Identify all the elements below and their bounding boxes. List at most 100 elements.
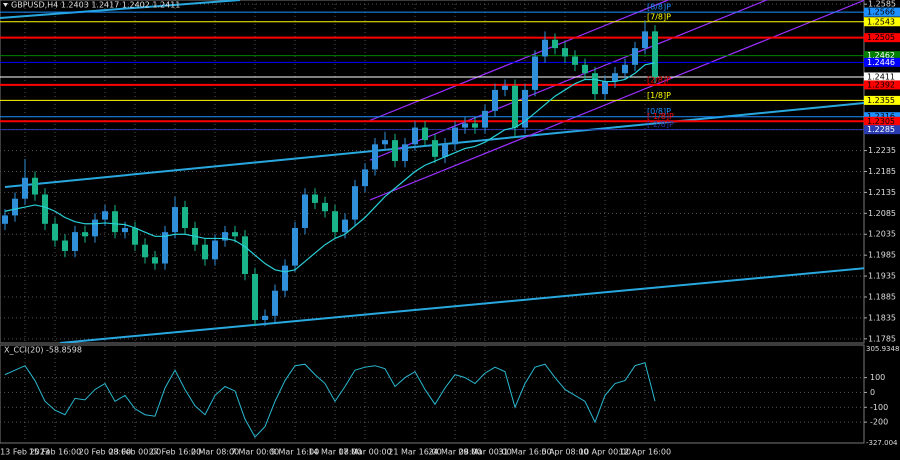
level-box [864,80,900,90]
indicator-title: X_CCI(20) -58.8598 [4,346,82,355]
candle-body [402,144,408,162]
level-box [864,72,900,82]
symbol-icon [3,3,8,7]
level-price: 1.2462 [867,51,895,60]
moving-average [4,62,656,273]
candle-body [532,56,538,90]
candle-body [372,144,378,170]
x-tick-label: 7 Mar 00:00 [231,448,279,457]
y-tick-label: 1.1885 [868,292,896,301]
candle-body [302,194,308,228]
y-tick-label: 1.1985 [868,251,896,260]
candle-body [162,232,168,264]
candle-body [632,48,638,65]
candle-body [622,64,628,74]
y-limit-label: -327.004 [866,439,898,447]
level-label: [2/8]P [647,75,671,84]
chart-title: GBPUSD,H4 1.2403 1.2417 1.2402 1.2411 [11,1,180,10]
y-tick-label: 0 [870,388,875,397]
candle-body [32,177,38,195]
level-box [864,112,900,122]
candle-body [152,257,158,264]
candle-body [272,290,278,316]
candle-body [552,39,558,49]
level-label: [8/8]P [647,3,671,12]
candle-body [2,215,8,224]
candle-body [72,232,78,251]
candle-body [642,31,648,49]
candle-body [502,85,508,90]
y-tick-label: 1.2235 [868,146,896,155]
x-tick-label: 27 Feb 16:00 [149,448,201,457]
x-tick-label: 23 Feb 00:00 [109,448,161,457]
indicator-pane [0,344,865,444]
x-tick-label: 15 Feb 16:00 [29,448,81,457]
candle-body [262,315,268,320]
candle-body [512,85,518,128]
y-tick-label: -200 [870,418,888,427]
candle-body [582,64,588,74]
candle-body [592,73,598,95]
candle-body [282,265,288,291]
x-tick-label: 14 Mar 08:00 [308,448,361,457]
level-label: [7/8]P [647,12,671,21]
level-price: 1.2446 [867,58,895,67]
candle-body [432,140,438,157]
level-label: [-1/8]P [647,112,674,121]
candle-body [342,219,348,233]
candle-body [522,89,528,128]
candle-body [472,123,478,128]
x-tick-label: 9 Mar 16:00 [271,448,319,457]
candle-body [202,244,208,260]
candle-body [602,81,608,95]
x-tick-label: 21 Mar 16:00 [388,448,441,457]
y-tick-label: -100 [870,403,888,412]
level-label: [1/8]P [647,91,671,100]
candle-body [112,211,118,233]
candle-body [482,110,488,128]
candle-body [452,127,458,145]
x-tick-label: 5 Apr 08:00 [541,448,588,457]
level-label: [-2/8]P [647,120,674,129]
x-tick-label: 17 Mar 00:00 [338,448,391,457]
candle-body [352,186,358,220]
candle-body [292,227,298,266]
candle-body [572,56,578,65]
y-tick-label: 1.2585 [868,0,896,9]
x-tick-label: 12 Apr 16:00 [619,448,671,457]
y-tick-label: 1.1835 [868,313,896,322]
trendline [369,0,769,161]
x-tick-label: 31 Mar 16:00 [498,448,551,457]
level-box [864,17,900,27]
y-tick-label: 1.2185 [868,167,896,176]
candle-body [212,240,218,260]
level-label: [0/8]P [647,107,671,116]
indicator-plot [0,346,864,442]
candle-body [462,123,468,128]
x-tick-label: 10 Apr 00:00 [579,448,631,457]
candle-body [22,177,28,199]
candle-body [392,140,398,162]
y-tick-label: 1.1935 [868,272,896,281]
candle-body [222,232,228,241]
candle-body [382,140,388,145]
level-price: 1.2285 [867,125,895,134]
level-price: 1.2411 [867,72,895,81]
level-box [864,7,900,17]
level-box [864,57,900,67]
candle-body [322,202,328,212]
level-price: 1.2505 [867,33,895,42]
candle-body [612,73,618,82]
candle-body [542,39,548,57]
level-box [864,51,900,61]
candle-body [12,198,18,216]
y-limit-label: 305.9348 [866,345,899,353]
candle-body [182,207,188,228]
y-tick-label: 1.2035 [868,230,896,239]
x-tick-label: 20 Feb 08:00 [79,448,131,457]
candle-body [252,273,258,320]
candle-body [82,232,88,237]
candle-body [442,144,448,157]
